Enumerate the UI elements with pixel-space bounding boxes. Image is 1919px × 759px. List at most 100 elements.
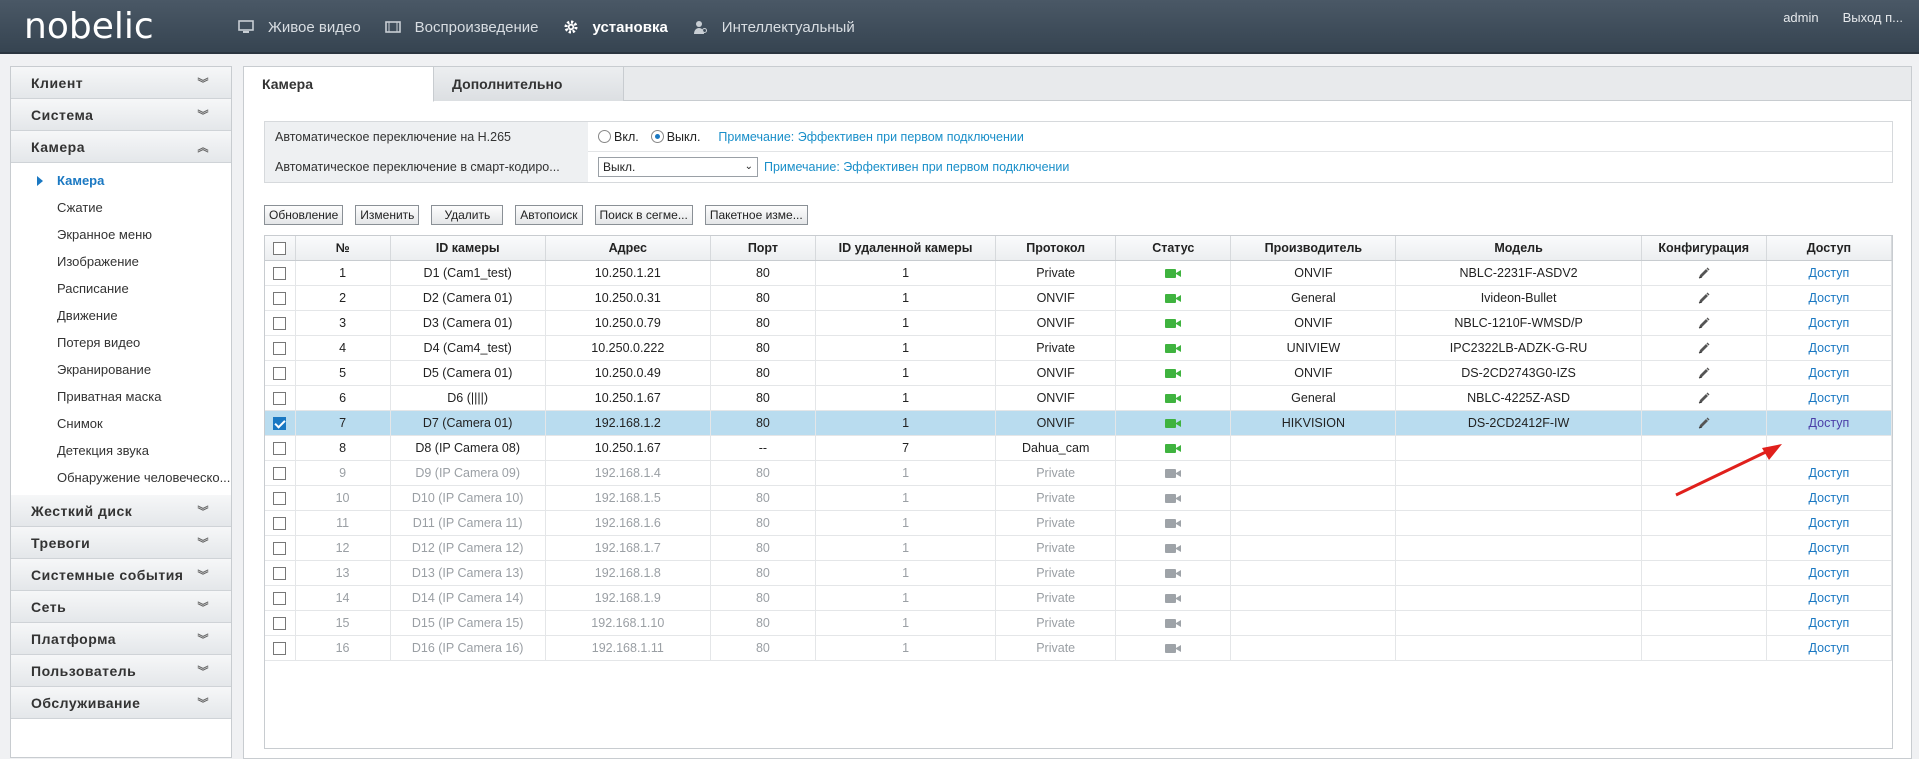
- sidebar-section-maintenance[interactable]: Обслуживание ︾: [11, 687, 231, 719]
- edit-pencil-icon[interactable]: [1697, 366, 1711, 380]
- sidebar-section-system-events[interactable]: Системные события ︾: [11, 559, 231, 591]
- logout-link[interactable]: Выход п...: [1842, 10, 1903, 25]
- nav-playback[interactable]: Воспроизведение: [384, 19, 539, 36]
- h265-on-radio[interactable]: Вкл.: [598, 130, 639, 144]
- sidebar-section-network[interactable]: Сеть ︾: [11, 591, 231, 623]
- row-select-cell[interactable]: [265, 585, 296, 611]
- row-checkbox[interactable]: [273, 316, 287, 330]
- sidebar-item-human-detection[interactable]: Обнаружение человеческо...: [57, 470, 231, 485]
- access-link[interactable]: Доступ: [1808, 540, 1850, 555]
- row-select-cell[interactable]: [265, 535, 296, 561]
- access-link[interactable]: Доступ: [1808, 315, 1850, 330]
- sidebar-item-compression[interactable]: Сжатие: [57, 200, 103, 215]
- tab-camera[interactable]: Камера: [244, 67, 434, 102]
- cell-config[interactable]: [1641, 385, 1767, 411]
- radio-checked[interactable]: [650, 130, 664, 143]
- row-checkbox[interactable]: [273, 616, 287, 630]
- sidebar-item-tampering[interactable]: Экранирование: [57, 362, 152, 377]
- access-link[interactable]: Доступ: [1808, 490, 1850, 505]
- edit-pencil-icon[interactable]: [1697, 391, 1711, 405]
- access-link[interactable]: Доступ: [1808, 415, 1850, 430]
- table-row[interactable]: 11 D11 (IP Camera 11) 192.168.1.6 80 1 Privat…: [265, 510, 1893, 536]
- table-row[interactable]: 12 D12 (IP Camera 12) 192.168.1.7 80 1 Privat…: [265, 535, 1893, 561]
- row-checkbox[interactable]: [273, 266, 287, 280]
- table-row[interactable]: 5 D5 (Camera 01) 10.250.0.49 80 1 ONVIF ONVIF D…: [265, 360, 1893, 386]
- row-checkbox[interactable]: [273, 566, 287, 580]
- cell-config[interactable]: [1641, 410, 1767, 436]
- row-select-cell[interactable]: [265, 635, 296, 661]
- table-row[interactable]: 2 D2 (Camera 01) 10.250.0.31 80 1 ONVIF Genera…: [265, 285, 1893, 311]
- access-link[interactable]: Доступ: [1808, 640, 1850, 655]
- sidebar-section-camera[interactable]: Камера ︽: [11, 131, 231, 163]
- user-name[interactable]: admin: [1783, 10, 1819, 25]
- cell-config[interactable]: [1641, 285, 1767, 311]
- edit-pencil-icon[interactable]: [1697, 266, 1711, 280]
- sidebar-item-privacy-mask[interactable]: Приватная маска: [57, 389, 162, 404]
- nav-live-video[interactable]: Живое видео: [238, 19, 361, 36]
- row-select-cell[interactable]: [265, 485, 296, 511]
- table-row[interactable]: 6 D6 (||||) 10.250.1.67 80 1 ONVIF General NBLC…: [265, 385, 1893, 411]
- row-checkbox[interactable]: [273, 516, 287, 530]
- sidebar-item-osd[interactable]: Экранное меню: [57, 227, 153, 242]
- sidebar-item-snapshot[interactable]: Снимок: [57, 416, 103, 431]
- refresh-button[interactable]: Обновление: [264, 205, 344, 225]
- table-row[interactable]: 1 D1 (Cam1_test) 10.250.1.21 80 1 Private ONVI…: [265, 260, 1893, 286]
- edit-pencil-icon[interactable]: [1697, 291, 1711, 305]
- edit-button[interactable]: Изменить: [355, 205, 420, 225]
- edit-pencil-icon[interactable]: [1697, 416, 1711, 430]
- row-checkbox[interactable]: [273, 416, 287, 430]
- sidebar-item-audio-detection[interactable]: Детекция звука: [57, 443, 149, 458]
- row-checkbox[interactable]: [273, 641, 287, 655]
- sidebar-section-client[interactable]: Клиент ︾: [11, 67, 231, 99]
- row-select-cell[interactable]: [265, 385, 296, 411]
- row-checkbox[interactable]: [273, 291, 287, 305]
- sidebar-item-motion[interactable]: Движение: [57, 308, 118, 323]
- autosearch-button[interactable]: Автопоиск: [515, 205, 583, 225]
- access-link[interactable]: Доступ: [1808, 365, 1850, 380]
- access-link[interactable]: Доступ: [1808, 265, 1850, 280]
- table-row[interactable]: 16 D16 (IP Camera 16) 192.168.1.11 80 1 Priva…: [265, 635, 1893, 661]
- sidebar-item-image[interactable]: Изображение: [57, 254, 139, 269]
- access-link[interactable]: Доступ: [1808, 615, 1850, 630]
- table-row[interactable]: 7 D7 (Camera 01) 192.168.1.2 80 1 ONVIF HIKVIS…: [265, 410, 1893, 436]
- sidebar-section-hdd[interactable]: Жесткий диск ︾: [11, 495, 231, 527]
- cell-config[interactable]: [1641, 335, 1767, 361]
- row-select-cell[interactable]: [265, 435, 296, 461]
- smart-codec-select[interactable]: Выкл. ⌄: [598, 157, 758, 177]
- row-checkbox[interactable]: [273, 341, 287, 355]
- sidebar-section-system[interactable]: Система ︾: [11, 99, 231, 131]
- sidebar-section-platform[interactable]: Платформа ︾: [11, 623, 231, 655]
- access-link[interactable]: Доступ: [1808, 465, 1850, 480]
- nav-intelligent[interactable]: Интеллектуальный: [692, 19, 855, 36]
- sidebar-item-video-loss[interactable]: Потеря видео: [57, 335, 141, 350]
- table-row[interactable]: 13 D13 (IP Camera 13) 192.168.1.8 80 1 Privat…: [265, 560, 1893, 586]
- row-select-cell[interactable]: [265, 610, 296, 636]
- cell-config[interactable]: [1641, 260, 1767, 286]
- table-row[interactable]: 10 D10 (IP Camera 10) 192.168.1.5 80 1 Privat…: [265, 485, 1893, 511]
- table-row[interactable]: 4 D4 (Cam4_test) 10.250.0.222 80 1 Private UNI…: [265, 335, 1893, 361]
- row-checkbox[interactable]: [273, 391, 287, 405]
- row-select-cell[interactable]: [265, 510, 296, 536]
- batch-edit-button[interactable]: Пакетное изме...: [704, 205, 808, 225]
- row-select-cell[interactable]: [265, 560, 296, 586]
- table-row[interactable]: 9 D9 (IP Camera 09) 192.168.1.4 80 1 Private Д…: [265, 460, 1893, 486]
- sidebar-item-camera[interactable]: Камера: [11, 167, 231, 194]
- row-checkbox[interactable]: [273, 366, 287, 380]
- table-row[interactable]: 14 D14 (IP Camera 14) 192.168.1.9 80 1 Privat…: [265, 585, 1893, 611]
- access-link[interactable]: Доступ: [1808, 340, 1850, 355]
- access-link[interactable]: Доступ: [1808, 390, 1850, 405]
- segment-search-button[interactable]: Поиск в сегме...: [594, 205, 693, 225]
- row-select-cell[interactable]: [265, 260, 296, 286]
- nav-setup[interactable]: установка: [563, 19, 668, 36]
- sidebar-item-schedule[interactable]: Расписание: [57, 281, 129, 296]
- row-select-cell[interactable]: [265, 360, 296, 386]
- header-select-all[interactable]: [265, 236, 296, 261]
- row-select-cell[interactable]: [265, 335, 296, 361]
- row-select-cell[interactable]: [265, 285, 296, 311]
- row-checkbox[interactable]: [273, 491, 287, 505]
- sidebar-section-alarms[interactable]: Тревоги ︾: [11, 527, 231, 559]
- edit-pencil-icon[interactable]: [1697, 316, 1711, 330]
- table-row[interactable]: 8 D8 (IP Camera 08) 10.250.1.67 -- 7 Dahua_ca…: [265, 435, 1893, 461]
- edit-pencil-icon[interactable]: [1697, 341, 1711, 355]
- row-select-cell[interactable]: [265, 310, 296, 336]
